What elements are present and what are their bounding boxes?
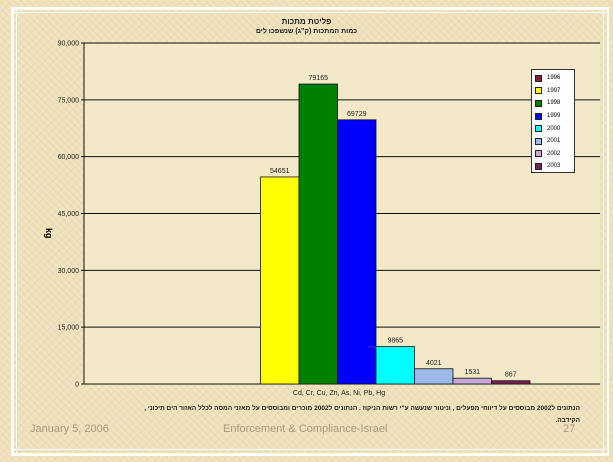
frame-border-bottom [11,453,609,456]
legend-swatch [535,87,542,95]
y-tick-label: 30,000 [58,268,80,275]
bar [491,380,531,385]
legend-swatch [535,112,542,120]
legend-swatch [535,125,542,133]
legend-item: 1996 [532,72,574,85]
bar [414,368,454,385]
frame-border-right [607,7,609,455]
legend-swatch [535,74,542,82]
frame-border-top-inner [12,12,608,13]
legend-label: 1998 [547,100,561,107]
frame-border-left [11,7,14,455]
frame-border-bottom-inner [11,449,609,450]
legend-label: 1997 [547,87,561,94]
legend-item: 2002 [532,148,574,161]
legend-swatch [535,137,542,145]
legend-item: 2000 [532,122,574,135]
footer-title: Enforcement & Compliance-Israel [223,423,388,435]
bar [298,83,338,385]
y-tick-label: 0 [75,382,79,389]
legend-item: 1997 [532,85,574,98]
chart-subtitle: כמות המתכות (ק"ג) שנשפכו לים [255,28,358,35]
y-tick-label: 90,000 [58,41,80,48]
chart-footnote: הנתונים ל2002 מבוססים על דיווחי מפעלים ,… [144,405,580,424]
bar-value-label: 9865 [387,338,403,345]
x-axis-label: Cd, Cr, Cu, Zn, As, Ni, Pb, Hg [293,390,385,397]
bar [337,119,377,385]
legend-label: 1996 [547,75,561,82]
legend-label: 2002 [547,150,561,157]
legend-label: 2001 [547,138,561,145]
y-axis-label: kg [44,228,54,239]
page-number: 27 [563,423,576,435]
y-tick-label: 60,000 [58,154,80,161]
bar [260,176,300,385]
y-tick-label: 75,000 [58,97,80,104]
bar-value-label: 79165 [309,75,329,82]
chart-legend: 1996 1997 1998 1999 2000 2001 2002 2003 [531,69,575,173]
y-tick-label: 15,000 [58,325,80,332]
bar [375,346,415,385]
frame-border-top [12,7,608,10]
bar-value-label: 867 [505,372,517,379]
legend-swatch [535,99,542,107]
legend-label: 2000 [547,125,561,132]
legend-swatch [535,150,542,158]
y-tick-label: 45,000 [58,211,80,218]
legend-label: 1999 [547,113,561,120]
legend-item: 2003 [532,160,574,173]
legend-item: 2001 [532,135,574,148]
legend-item: 1998 [532,97,574,110]
bar-value-label: 69729 [347,111,367,118]
legend-swatch [535,162,542,170]
frame-border-right-inner [603,7,604,455]
bar-value-label: 54651 [270,168,290,175]
legend-label: 2003 [547,163,561,170]
footer-date: January 5, 2006 [30,423,109,435]
chart-title: פליטת מתכות [281,17,332,26]
bar-value-label: 1531 [464,369,480,376]
bar [452,377,492,385]
legend-item: 1999 [532,110,574,123]
bar-value-label: 4021 [426,360,442,367]
frame-border-left-inner [16,7,17,455]
